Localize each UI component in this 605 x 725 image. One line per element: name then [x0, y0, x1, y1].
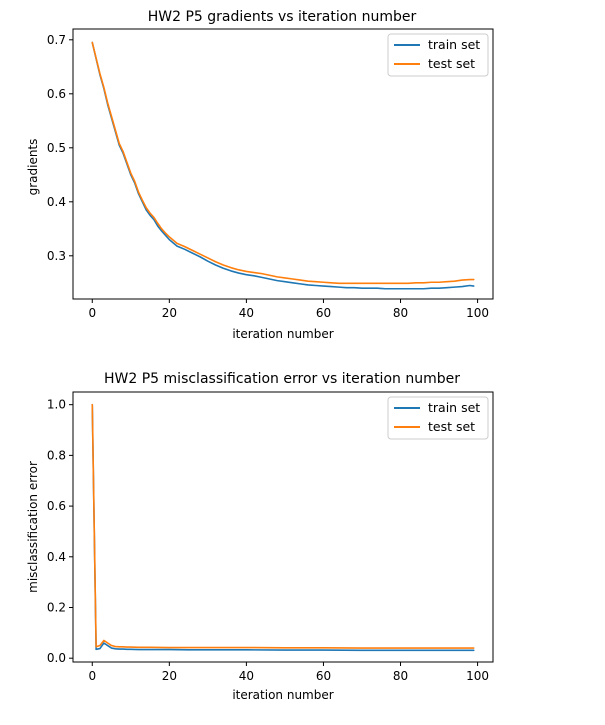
x-tick-label: 100 [466, 669, 489, 683]
y-tick-label: 0.4 [47, 195, 66, 209]
gradients-chart: HW2 P5 gradients vs iteration number 0 20… [26, 9, 494, 341]
x-tick-label: 80 [393, 669, 408, 683]
x-tick-label: 100 [466, 306, 489, 320]
y-tick-label: 0.3 [47, 249, 66, 263]
chart-title: HW2 P5 gradients vs iteration number [148, 9, 417, 25]
y-tick-label: 0.2 [47, 600, 66, 614]
train-set-line [91, 41, 475, 290]
x-tick-label: 20 [162, 306, 177, 320]
legend: train set test set [387, 33, 489, 77]
legend: train set test set [387, 396, 489, 440]
y-tick-label: 0.5 [47, 141, 66, 155]
x-tick-label: 80 [393, 306, 408, 320]
x-tick-label: 60 [316, 669, 331, 683]
x-tick-label: 20 [162, 669, 177, 683]
plot-frame [72, 28, 494, 300]
legend-label-train: train set [428, 400, 480, 415]
x-tick-label: 0 [88, 306, 96, 320]
legend-label-train: train set [428, 37, 480, 52]
x-tick-label: 40 [239, 306, 254, 320]
legend-label-test: test set [428, 56, 475, 71]
y-tick-label: 0.4 [47, 550, 66, 564]
x-tick-label: 60 [316, 306, 331, 320]
y-tick-label: 1.0 [47, 398, 66, 412]
y-tick-label: 0.7 [47, 33, 66, 47]
y-tick-label: 0.6 [47, 499, 66, 513]
legend-label-test: test set [428, 419, 475, 434]
y-tick-label: 0.8 [47, 448, 66, 462]
y-tick-label: 0.6 [47, 87, 66, 101]
x-tick-label: 40 [239, 669, 254, 683]
test-set-line [91, 41, 475, 285]
misclassification-chart: HW2 P5 misclassification error vs iterat… [26, 371, 494, 702]
y-axis-label: misclassification error [26, 461, 40, 593]
x-axis-label: iteration number [232, 688, 333, 702]
y-tick-label: 0.0 [47, 651, 66, 665]
plot-frame [72, 391, 494, 663]
test-set-line [91, 403, 475, 649]
chart-title: HW2 P5 misclassification error vs iterat… [104, 371, 460, 387]
x-axis-label: iteration number [232, 327, 333, 341]
x-tick-label: 0 [88, 669, 96, 683]
train-set-line [91, 403, 475, 652]
y-axis-label: gradients [26, 139, 40, 196]
